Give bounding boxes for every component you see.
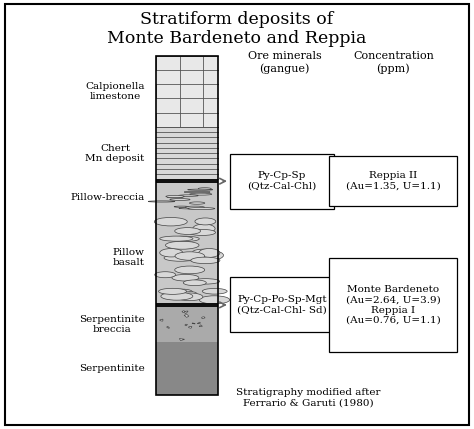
- Bar: [156, 127, 218, 179]
- Ellipse shape: [191, 279, 219, 284]
- Ellipse shape: [195, 218, 216, 225]
- Bar: [156, 211, 218, 303]
- Ellipse shape: [160, 236, 193, 241]
- Ellipse shape: [172, 289, 193, 295]
- Bar: [156, 342, 218, 395]
- Ellipse shape: [160, 248, 183, 257]
- Text: Concentration
(ppm): Concentration (ppm): [353, 51, 434, 74]
- Text: Py-Cp-Po-Sp-Mgt
(Qtz-Cal-Chl- Sd): Py-Cp-Po-Sp-Mgt (Qtz-Cal-Chl- Sd): [237, 295, 327, 314]
- Polygon shape: [184, 314, 189, 317]
- Polygon shape: [185, 311, 188, 314]
- Ellipse shape: [198, 188, 211, 190]
- Ellipse shape: [181, 256, 212, 261]
- Text: Stratigraphy modified after
Ferrario & Garuti (1980): Stratigraphy modified after Ferrario & G…: [236, 388, 380, 408]
- Bar: [156, 307, 218, 342]
- Text: Serpentinite
breccia: Serpentinite breccia: [79, 314, 145, 334]
- Ellipse shape: [148, 201, 175, 202]
- Ellipse shape: [199, 296, 229, 304]
- Ellipse shape: [190, 202, 205, 204]
- Text: Calpionella
limestone: Calpionella limestone: [85, 82, 145, 101]
- Ellipse shape: [199, 248, 220, 257]
- Ellipse shape: [164, 254, 197, 261]
- Ellipse shape: [175, 252, 205, 260]
- Ellipse shape: [170, 199, 190, 200]
- Bar: [156, 56, 218, 395]
- Bar: [156, 179, 218, 183]
- Polygon shape: [189, 326, 192, 328]
- Ellipse shape: [202, 288, 227, 294]
- Text: Pillow
basalt: Pillow basalt: [112, 248, 145, 267]
- Ellipse shape: [176, 293, 203, 301]
- Polygon shape: [185, 324, 188, 326]
- Ellipse shape: [175, 228, 201, 234]
- Ellipse shape: [179, 195, 198, 196]
- Ellipse shape: [184, 191, 210, 193]
- Ellipse shape: [159, 288, 187, 294]
- Ellipse shape: [193, 249, 216, 254]
- Ellipse shape: [161, 292, 193, 300]
- Bar: [156, 183, 218, 211]
- Bar: [329, 156, 457, 206]
- Text: Serpentinite: Serpentinite: [79, 364, 145, 373]
- Bar: [329, 258, 457, 352]
- Ellipse shape: [189, 230, 216, 236]
- Bar: [156, 303, 218, 307]
- Bar: [230, 278, 334, 332]
- Text: Ore minerals
(gangue): Ore minerals (gangue): [247, 51, 321, 74]
- Text: Reppia II
(Au=1.35, U=1.1): Reppia II (Au=1.35, U=1.1): [346, 172, 441, 191]
- Ellipse shape: [155, 272, 176, 278]
- Polygon shape: [166, 326, 170, 328]
- Ellipse shape: [168, 236, 199, 242]
- Ellipse shape: [175, 291, 197, 296]
- Polygon shape: [160, 319, 163, 321]
- Ellipse shape: [193, 224, 215, 233]
- Polygon shape: [179, 338, 184, 341]
- Polygon shape: [192, 323, 195, 324]
- Ellipse shape: [172, 275, 199, 281]
- Polygon shape: [199, 325, 202, 326]
- Ellipse shape: [175, 266, 205, 274]
- Ellipse shape: [179, 208, 200, 209]
- Ellipse shape: [185, 206, 205, 208]
- Text: Chert
Mn deposit: Chert Mn deposit: [85, 144, 145, 163]
- Ellipse shape: [191, 257, 220, 264]
- Ellipse shape: [190, 193, 212, 195]
- Bar: [156, 56, 218, 127]
- Ellipse shape: [166, 195, 184, 198]
- Ellipse shape: [188, 208, 215, 210]
- Bar: [230, 154, 334, 208]
- Ellipse shape: [183, 280, 206, 286]
- Text: Monte Bardeneto
(Au=2.64, U=3.9)
Reppia I
(Au=0.76, U=1.1): Monte Bardeneto (Au=2.64, U=3.9) Reppia …: [346, 285, 441, 325]
- Ellipse shape: [165, 241, 199, 249]
- Ellipse shape: [174, 206, 189, 207]
- Ellipse shape: [188, 189, 213, 190]
- Text: Pillow-breccia: Pillow-breccia: [70, 193, 145, 202]
- Text: Py-Cp-Sp
(Qtz-Cal-Chl): Py-Cp-Sp (Qtz-Cal-Chl): [247, 172, 317, 191]
- Ellipse shape: [155, 218, 187, 226]
- Text: Stratiform deposits of
Monte Bardeneto and Reppia: Stratiform deposits of Monte Bardeneto a…: [107, 11, 367, 47]
- Ellipse shape: [167, 196, 182, 198]
- Polygon shape: [201, 317, 205, 319]
- Ellipse shape: [203, 251, 223, 260]
- Polygon shape: [182, 311, 185, 312]
- Polygon shape: [197, 322, 201, 324]
